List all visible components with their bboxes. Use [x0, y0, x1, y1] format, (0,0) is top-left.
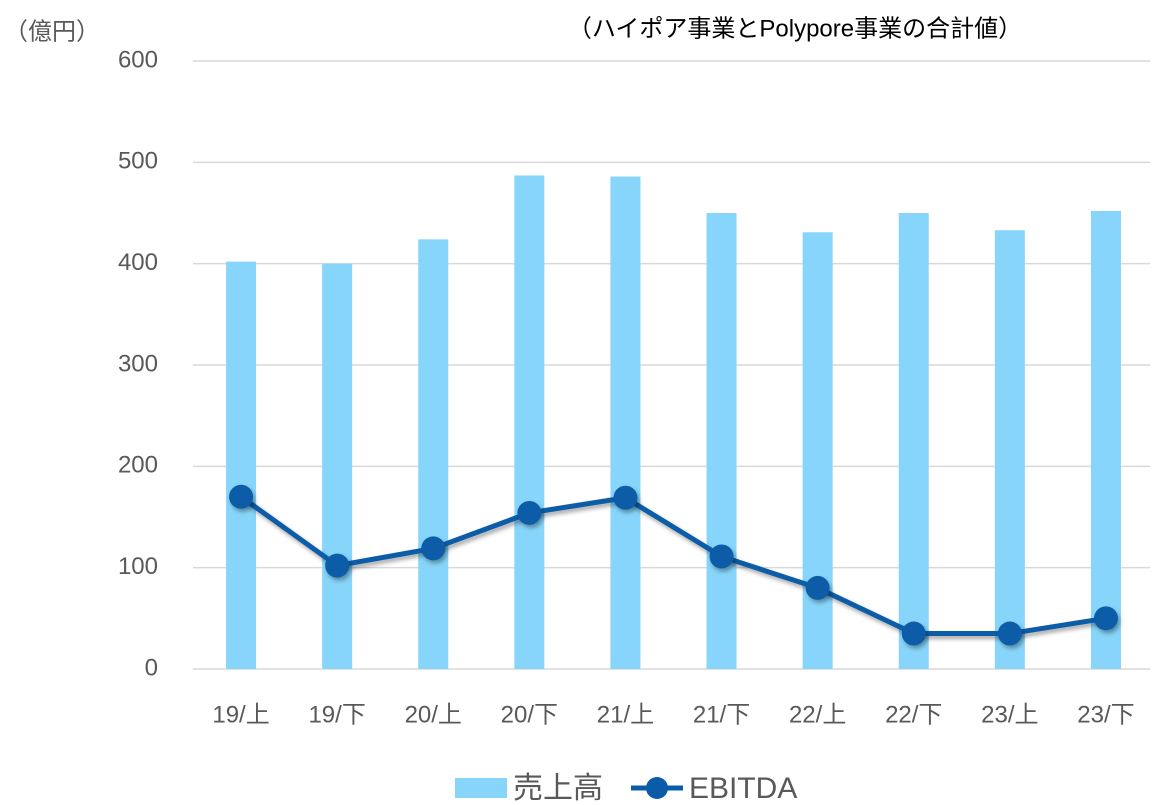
bar: [226, 261, 257, 669]
line: [239, 494, 1107, 637]
legend-swatch: [646, 777, 668, 799]
x-tick-label: 19/下: [308, 701, 365, 728]
legend-label: 売上高: [513, 772, 603, 805]
x-tick-label: 22/下: [885, 701, 942, 728]
y-tick-label: 600: [118, 46, 158, 73]
x-tick-label: 20/下: [501, 701, 558, 728]
x-tick-label: 22/上: [789, 701, 846, 728]
line-marker: [805, 575, 830, 600]
y-tick-label: 200: [118, 452, 158, 479]
line-marker: [1093, 606, 1118, 631]
x-tick-label: 21/上: [597, 701, 654, 728]
bar: [1090, 210, 1121, 669]
y-tick-label: 300: [118, 350, 158, 377]
bar: [514, 175, 545, 670]
line-marker: [709, 544, 734, 569]
bar: [898, 213, 929, 669]
line-marker: [997, 621, 1022, 646]
y-tick-label: 100: [118, 553, 158, 580]
line-marker: [517, 500, 542, 525]
line-marker: [421, 536, 446, 561]
legend-swatch: [455, 778, 507, 798]
bar: [706, 213, 737, 669]
y-tick-label: 500: [118, 148, 158, 175]
line-marker: [901, 621, 926, 646]
bar: [322, 263, 353, 669]
bar: [610, 176, 641, 669]
line-marker: [325, 553, 350, 578]
line-marker: [613, 485, 638, 510]
x-tick-label: 20/上: [405, 701, 462, 728]
bar: [418, 239, 449, 669]
y-tick-label: 0: [145, 654, 158, 681]
bar: [802, 232, 833, 669]
y-axis-label: （億円）: [4, 18, 100, 45]
x-tick-label: 19/上: [212, 701, 269, 728]
y-tick-label: 400: [118, 249, 158, 276]
bar: [994, 230, 1025, 669]
x-tick-label: 23/上: [981, 701, 1038, 728]
chart-title: （ハイポア事業とPolypore事業の合計値）: [568, 15, 1022, 42]
line-marker: [229, 484, 254, 509]
x-tick-label: 21/下: [693, 701, 750, 728]
legend-label: EBITDA: [689, 772, 797, 805]
x-tick-label: 23/下: [1077, 701, 1134, 728]
